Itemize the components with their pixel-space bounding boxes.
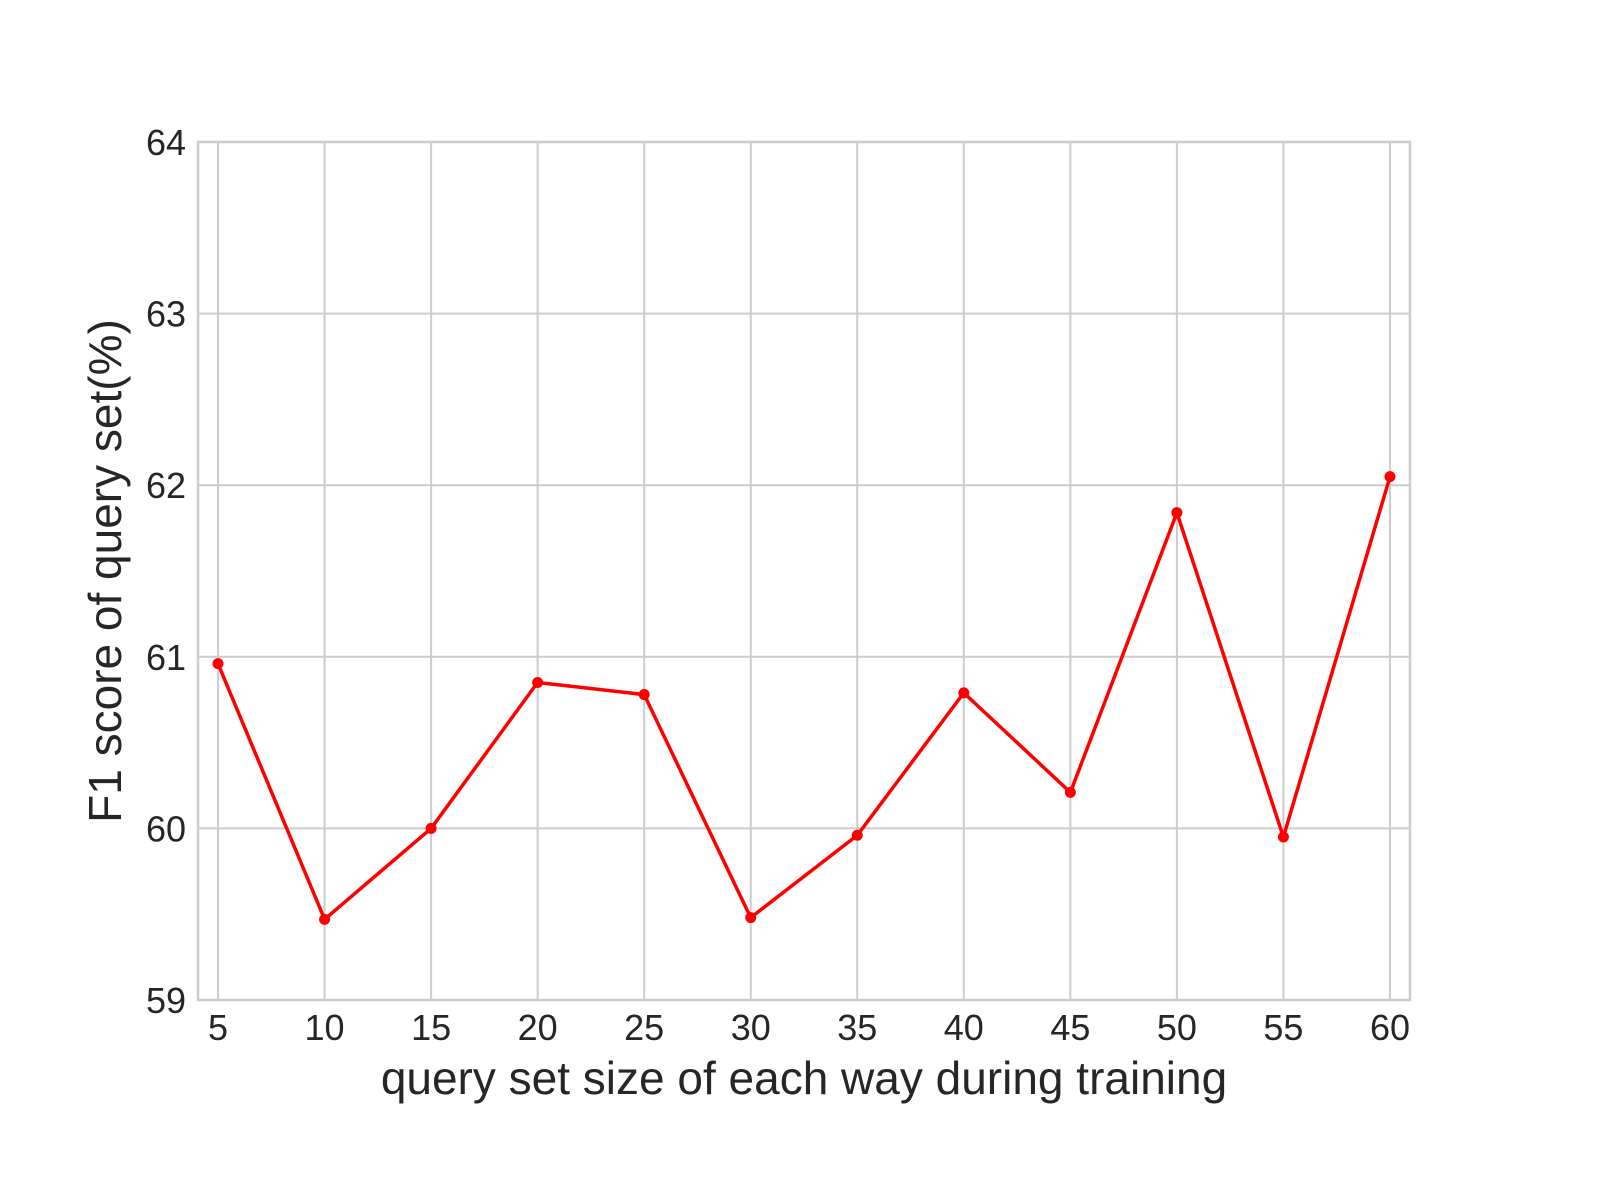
x-tick-label: 25 — [624, 1007, 664, 1048]
x-tick-label: 10 — [305, 1007, 345, 1048]
data-point — [851, 829, 863, 841]
x-tick-label: 20 — [518, 1007, 558, 1048]
series-layer — [212, 471, 1396, 925]
x-tick-label: 45 — [1050, 1007, 1090, 1048]
data-point — [319, 913, 331, 925]
data-point — [1277, 831, 1289, 843]
x-tick-label: 60 — [1370, 1007, 1410, 1048]
data-point — [1064, 786, 1076, 798]
data-point — [212, 658, 224, 670]
y-tick-label: 63 — [146, 294, 186, 335]
y-tick-label: 61 — [146, 637, 186, 678]
x-tick-label: 5 — [208, 1007, 228, 1048]
x-tick-label: 55 — [1263, 1007, 1303, 1048]
x-tick-label: 30 — [731, 1007, 771, 1048]
x-axis-ticks: 5 10 15 20 25 30 35 40 45 50 55 60 — [208, 1007, 1410, 1048]
y-tick-label: 62 — [146, 465, 186, 506]
data-point — [1171, 507, 1183, 519]
data-point — [1384, 471, 1396, 483]
data-point — [638, 689, 650, 701]
series-line — [216, 476, 1392, 923]
y-tick-label: 60 — [146, 808, 186, 849]
y-axis-ticks: 59 60 61 62 63 64 — [146, 122, 186, 1021]
data-point — [958, 687, 970, 699]
y-axis-label: F1 score of query set(%) — [79, 319, 131, 823]
x-tick-label: 15 — [411, 1007, 451, 1048]
plot-frame — [196, 140, 1412, 1002]
data-point — [425, 822, 437, 834]
x-tick-label: 35 — [837, 1007, 877, 1048]
x-tick-label: 40 — [944, 1007, 984, 1048]
x-axis-label: query set size of each way during traini… — [381, 1052, 1227, 1104]
y-tick-label: 64 — [146, 122, 186, 163]
data-point — [745, 912, 757, 924]
data-point — [532, 677, 544, 689]
x-tick-label: 50 — [1157, 1007, 1197, 1048]
y-tick-label: 59 — [146, 980, 186, 1021]
